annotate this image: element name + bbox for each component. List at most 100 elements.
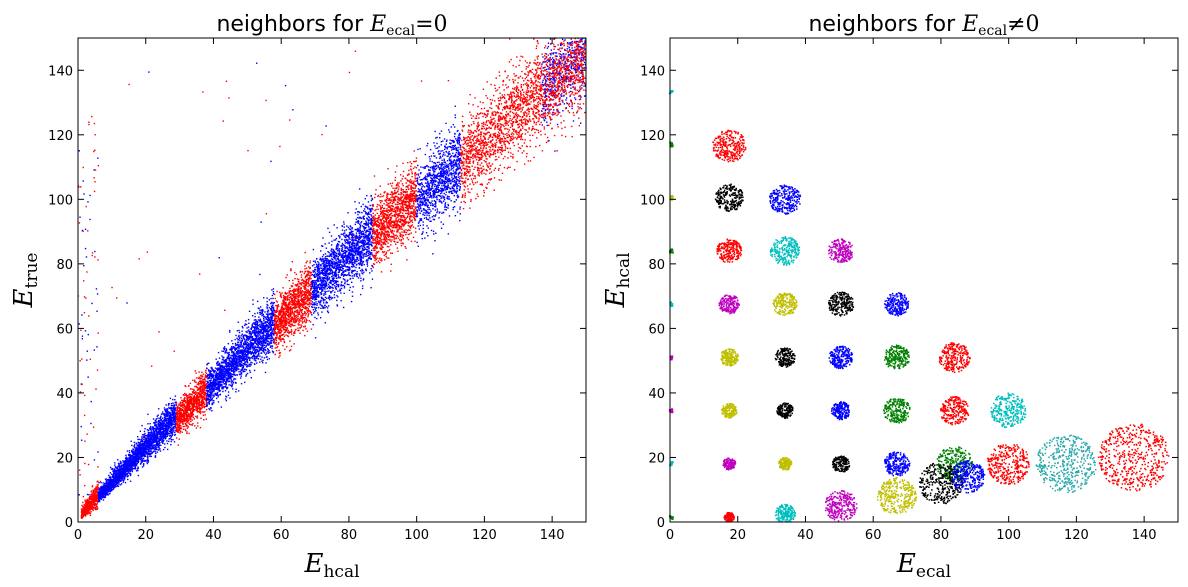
scatter-point: [153, 446, 155, 449]
scatter-point: [197, 395, 199, 398]
scatter-point: [137, 456, 139, 458]
scatter-point: [86, 498, 89, 501]
scatter-point: [147, 413, 149, 416]
scatter-point: [108, 481, 110, 483]
scatter-point: [120, 477, 122, 480]
scatter-point: [147, 443, 149, 445]
scatter-point: [192, 391, 195, 394]
scatter-point: [94, 489, 96, 491]
scatter-point: [244, 348, 246, 351]
scatter-point: [142, 445, 144, 447]
scatter-point: [142, 465, 145, 467]
scatter-point: [268, 299, 270, 301]
scatter-point: [254, 351, 256, 353]
scatter-point: [184, 400, 186, 403]
scatter-point: [91, 494, 93, 496]
scatter-point: [175, 429, 178, 431]
scatter-point: [146, 453, 148, 455]
scatter-point: [140, 438, 142, 441]
scatter-point: [101, 496, 103, 498]
scatter-point: [138, 450, 141, 452]
scatter-point: [135, 442, 137, 444]
scatter-point: [198, 392, 200, 395]
scatter-point: [109, 478, 112, 480]
scatter-point: [99, 493, 101, 495]
scatter-point: [206, 380, 208, 382]
scatter-point: [194, 393, 197, 396]
scatter-point: [150, 438, 153, 440]
scatter-point: [149, 444, 151, 446]
scatter-point: [204, 376, 207, 378]
scatter-point: [115, 474, 117, 476]
scatter-point: [159, 421, 161, 424]
scatter-point: [114, 464, 116, 466]
scatter-point: [92, 490, 95, 492]
scatter-point: [255, 325, 257, 327]
scatter-point: [162, 432, 164, 434]
scatter-point: [107, 483, 110, 485]
scatter-point: [203, 401, 205, 404]
scatter-point: [195, 381, 197, 383]
scatter-point: [181, 409, 184, 411]
scatter-point: [92, 508, 94, 511]
scatter-point: [244, 381, 246, 384]
scatter-point: [262, 324, 264, 326]
scatter-point: [186, 414, 188, 417]
scatter-point: [170, 426, 172, 429]
scatter-point: [240, 372, 243, 374]
scatter-point: [234, 344, 237, 346]
scatter-point: [164, 413, 166, 415]
scatter-point: [228, 353, 231, 356]
scatter-point: [147, 461, 150, 463]
scatter-point: [174, 416, 176, 418]
scatter-point: [124, 466, 126, 468]
scatter-point: [181, 419, 183, 421]
scatter-point: [131, 450, 134, 453]
scatter-point: [162, 422, 164, 424]
scatter-point: [135, 464, 138, 466]
scatter-point: [171, 413, 174, 415]
scatter-point: [148, 439, 151, 441]
scatter-point: [129, 455, 131, 458]
scatter-point: [205, 400, 208, 403]
scatter-point: [178, 427, 180, 429]
scatter-point: [174, 430, 176, 432]
scatter-point: [140, 455, 143, 458]
scatter-point: [109, 489, 112, 491]
scatter-point: [143, 447, 145, 450]
scatter-point: [90, 503, 93, 505]
scatter-point: [271, 345, 273, 347]
scatter-point: [132, 459, 134, 461]
scatter-point: [157, 417, 159, 419]
scatter-point: [203, 382, 206, 385]
scatter-point: [124, 462, 127, 464]
scatter-point: [91, 507, 93, 509]
scatter-point: [159, 416, 162, 419]
scatter-point: [247, 352, 249, 355]
scatter-point: [89, 500, 91, 503]
scatter-point: [185, 402, 188, 404]
scatter-point: [177, 429, 179, 432]
scatter-point: [202, 379, 204, 381]
scatter-point: [216, 380, 218, 382]
scatter-point: [196, 397, 198, 400]
scatter-point: [148, 446, 150, 448]
scatter-point: [137, 454, 139, 456]
scatter-point: [171, 416, 174, 419]
scatter-point: [174, 395, 177, 397]
scatter-point: [123, 472, 125, 475]
scatter-point: [155, 421, 157, 424]
scatter-point: [211, 367, 213, 369]
scatter-point: [201, 398, 204, 401]
scatter-point: [185, 393, 187, 395]
scatter-point: [90, 508, 92, 510]
scatter-point: [108, 486, 110, 489]
scatter-point: [192, 423, 194, 425]
scatter-point: [206, 384, 209, 386]
scatter-point: [228, 363, 230, 365]
scatter-point: [174, 401, 176, 404]
scatter-point: [264, 341, 267, 344]
scatter-point: [200, 401, 203, 404]
scatter-point: [203, 388, 205, 391]
scatter-point: [170, 430, 172, 432]
